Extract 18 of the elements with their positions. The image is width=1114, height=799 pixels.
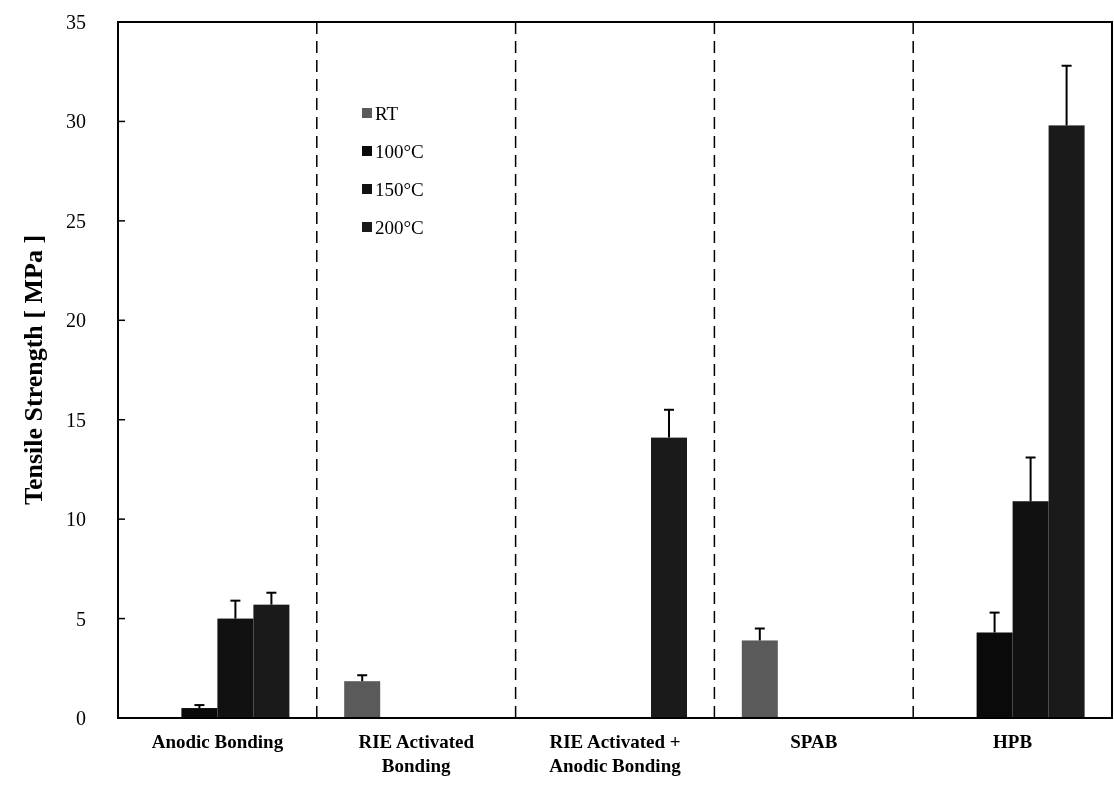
y-tick-label: 25 [66,209,86,232]
y-tick-label: 35 [66,11,86,33]
x-tick-label: RIE Activated Bonding [358,731,475,776]
y-tick-label: 5 [76,607,86,630]
y-tick-label: 15 [66,408,86,431]
y-tick-label: 10 [66,508,86,531]
legend-label: 150°C [375,178,424,200]
y-tick-label: 30 [66,110,86,133]
x-tick-label: HPB [993,731,1033,752]
y-tick-label: 20 [66,309,86,332]
legend-label: 200°C [375,216,424,238]
legend-label: 100°C [375,140,424,162]
x-tick-label: SPAB [790,731,838,752]
y-tick-label: 0 [76,707,86,729]
legend-label: RT [375,102,399,124]
y-axis-title: Tensile Strength [ MPa ] [19,234,48,506]
x-tick-label: Anodic Bonding [151,731,284,752]
x-tick-label: RIE Activated + Anodic Bonding [549,731,682,776]
